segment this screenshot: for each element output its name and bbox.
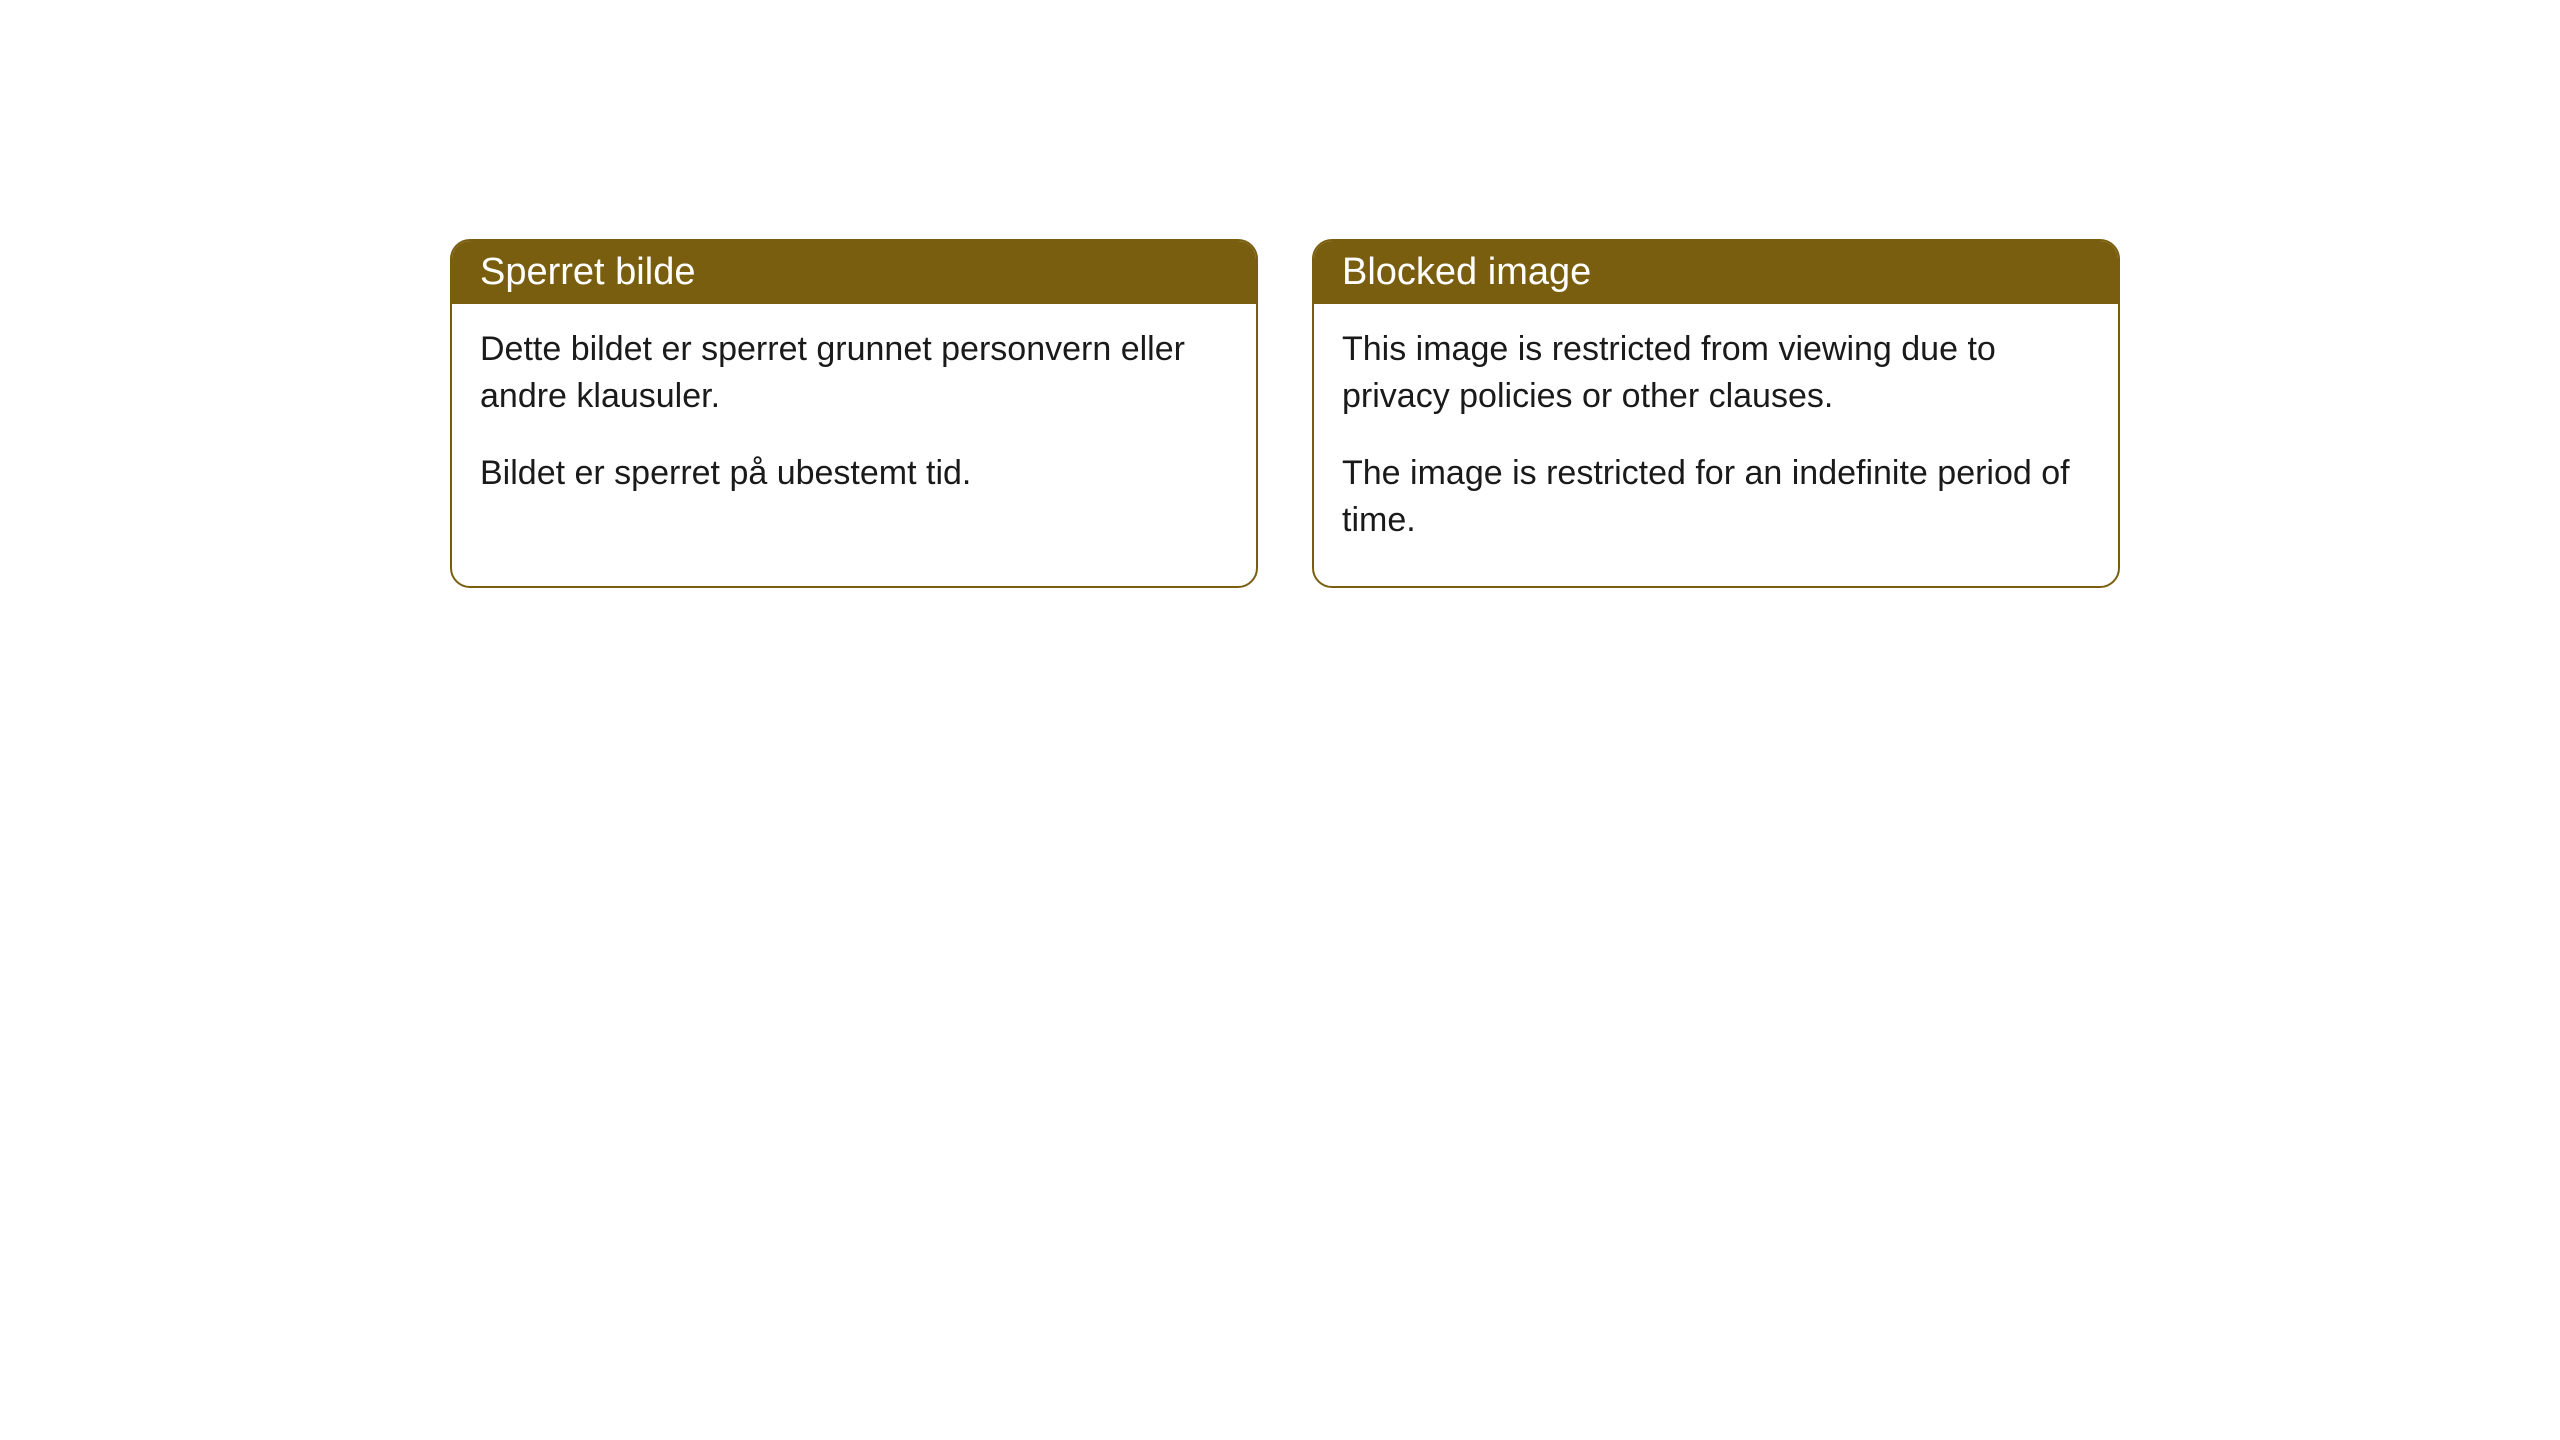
notice-card-norwegian: Sperret bilde Dette bildet er sperret gr… — [450, 239, 1258, 588]
card-paragraph: Bildet er sperret på ubestemt tid. — [480, 450, 1228, 497]
notice-cards-container: Sperret bilde Dette bildet er sperret gr… — [450, 239, 2120, 588]
card-title: Blocked image — [1342, 251, 1591, 293]
notice-card-english: Blocked image This image is restricted f… — [1312, 239, 2120, 588]
card-paragraph: This image is restricted from viewing du… — [1342, 326, 2090, 420]
card-body-norwegian: Dette bildet er sperret grunnet personve… — [452, 304, 1256, 539]
card-header-norwegian: Sperret bilde — [452, 241, 1256, 304]
card-title: Sperret bilde — [480, 251, 695, 293]
card-paragraph: The image is restricted for an indefinit… — [1342, 450, 2090, 544]
card-body-english: This image is restricted from viewing du… — [1314, 304, 2118, 586]
card-paragraph: Dette bildet er sperret grunnet personve… — [480, 326, 1228, 420]
card-header-english: Blocked image — [1314, 241, 2118, 304]
